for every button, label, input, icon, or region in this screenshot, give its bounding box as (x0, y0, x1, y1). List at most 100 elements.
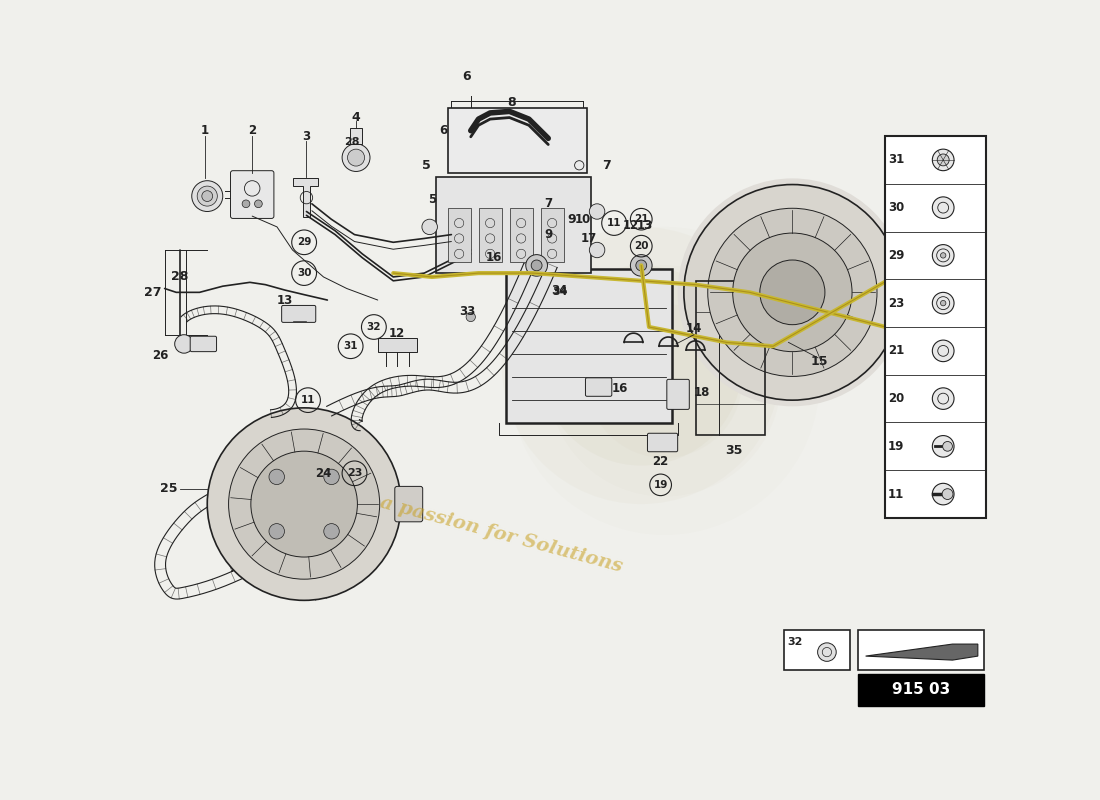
Text: 32: 32 (788, 637, 803, 647)
Circle shape (937, 154, 949, 166)
Text: 11: 11 (607, 218, 621, 228)
Text: 21: 21 (634, 214, 649, 224)
Text: 31: 31 (888, 154, 904, 166)
Text: 20: 20 (888, 392, 904, 405)
Circle shape (933, 435, 954, 457)
FancyBboxPatch shape (395, 486, 422, 522)
Circle shape (175, 334, 194, 353)
Circle shape (933, 292, 954, 314)
Circle shape (348, 149, 364, 166)
Circle shape (342, 144, 370, 171)
Circle shape (323, 469, 339, 485)
Text: 32: 32 (366, 322, 381, 332)
Text: 23: 23 (888, 297, 904, 310)
Text: 28: 28 (172, 270, 189, 283)
Text: 12: 12 (623, 219, 638, 232)
Polygon shape (866, 644, 978, 660)
Text: 3: 3 (302, 130, 310, 142)
FancyBboxPatch shape (448, 208, 471, 262)
Text: 27: 27 (144, 286, 162, 299)
Circle shape (707, 208, 877, 377)
FancyBboxPatch shape (585, 378, 612, 396)
Text: 6: 6 (463, 70, 471, 83)
Circle shape (933, 340, 954, 362)
Circle shape (733, 233, 852, 352)
Text: 30: 30 (888, 201, 904, 214)
Text: 9: 9 (568, 213, 575, 226)
Circle shape (933, 245, 954, 266)
FancyBboxPatch shape (540, 208, 563, 262)
Text: 1: 1 (201, 124, 209, 137)
Text: 9: 9 (544, 228, 552, 241)
Text: 35: 35 (726, 444, 742, 457)
Text: 6: 6 (440, 124, 448, 137)
Circle shape (201, 190, 212, 202)
Text: 11: 11 (300, 395, 316, 405)
Text: 2: 2 (249, 124, 256, 137)
Circle shape (942, 489, 953, 499)
Text: 10: 10 (574, 213, 591, 226)
FancyBboxPatch shape (783, 630, 850, 670)
Circle shape (587, 304, 742, 458)
Circle shape (229, 429, 380, 579)
Circle shape (933, 149, 954, 170)
Circle shape (940, 301, 946, 306)
Text: 13: 13 (276, 294, 293, 307)
Text: 16: 16 (486, 251, 503, 264)
Text: 7: 7 (602, 158, 610, 172)
FancyBboxPatch shape (436, 177, 591, 273)
Text: 30: 30 (297, 268, 311, 278)
Circle shape (933, 197, 954, 218)
Circle shape (684, 185, 901, 400)
FancyBboxPatch shape (648, 434, 678, 452)
Circle shape (323, 524, 339, 539)
Circle shape (943, 442, 953, 451)
Text: 19: 19 (653, 480, 668, 490)
Circle shape (678, 178, 908, 406)
Text: 24: 24 (316, 467, 332, 480)
Text: 34: 34 (551, 283, 568, 297)
FancyBboxPatch shape (886, 136, 986, 518)
Circle shape (590, 242, 605, 258)
Text: 19: 19 (888, 440, 904, 453)
Circle shape (933, 483, 954, 505)
Text: a passion for Solutions: a passion for Solutions (378, 494, 625, 576)
FancyBboxPatch shape (858, 630, 984, 670)
FancyBboxPatch shape (478, 208, 502, 262)
Circle shape (933, 388, 954, 410)
FancyBboxPatch shape (667, 379, 690, 410)
Text: 29: 29 (888, 249, 904, 262)
FancyBboxPatch shape (377, 338, 417, 352)
FancyBboxPatch shape (282, 306, 316, 322)
Circle shape (548, 266, 781, 496)
Circle shape (254, 200, 262, 208)
Text: 14: 14 (685, 322, 702, 335)
Circle shape (270, 469, 285, 485)
Text: 20: 20 (634, 241, 649, 251)
FancyBboxPatch shape (350, 128, 362, 144)
Circle shape (502, 227, 781, 504)
FancyBboxPatch shape (231, 170, 274, 218)
FancyBboxPatch shape (858, 674, 984, 706)
Circle shape (531, 260, 542, 270)
Circle shape (191, 181, 222, 211)
Text: 22: 22 (652, 455, 669, 468)
Circle shape (590, 204, 605, 219)
Text: 25: 25 (160, 482, 177, 495)
Text: 4: 4 (352, 111, 361, 124)
Text: 7: 7 (544, 198, 552, 210)
Text: 12: 12 (389, 326, 405, 340)
FancyBboxPatch shape (190, 336, 217, 352)
FancyBboxPatch shape (506, 270, 672, 423)
Text: 31: 31 (343, 342, 358, 351)
Text: 11: 11 (888, 487, 904, 501)
Circle shape (197, 186, 218, 206)
Text: 28: 28 (344, 137, 360, 147)
Circle shape (630, 254, 652, 276)
Text: 34: 34 (552, 287, 568, 298)
Circle shape (207, 408, 402, 600)
Circle shape (540, 266, 743, 466)
Text: 17: 17 (581, 232, 596, 245)
Circle shape (242, 200, 250, 208)
Text: 29: 29 (297, 238, 311, 247)
